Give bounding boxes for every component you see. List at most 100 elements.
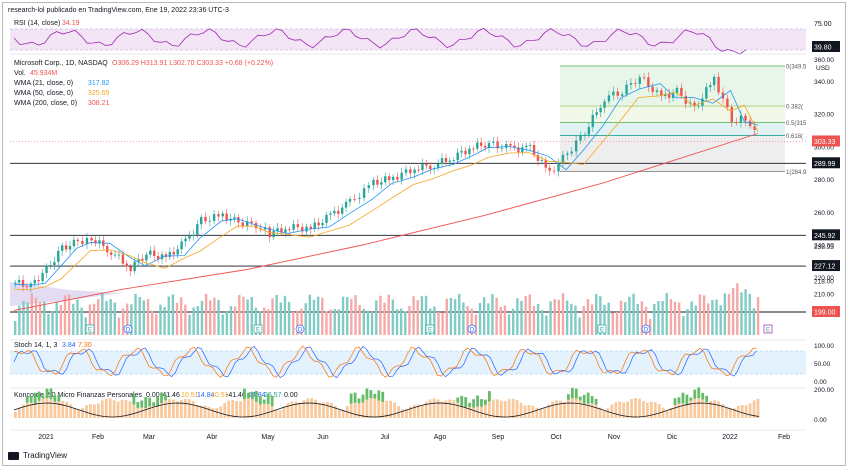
koncorde-bar (752, 400, 756, 418)
candle-body (400, 172, 403, 180)
candle-body (68, 245, 72, 250)
koncorde-bar (642, 401, 645, 418)
candle-body (125, 263, 128, 267)
koncorde-bar (361, 402, 365, 418)
volume-bar (694, 305, 697, 335)
volume-bar (673, 301, 677, 335)
koncorde-green-bar (456, 397, 460, 403)
volume-bar (34, 297, 38, 335)
candle-body (505, 143, 508, 148)
volume-bar (474, 314, 478, 335)
wma200-value: 308.21 (88, 100, 110, 107)
candle-body (237, 217, 240, 223)
volume-bar (47, 313, 50, 335)
koncorde-bar (183, 398, 187, 418)
candle-body (634, 83, 637, 84)
fib-level-label: 1(284.9 (786, 170, 807, 176)
koncorde-bar (385, 400, 389, 418)
tradingview-footer[interactable]: TradingView (8, 451, 67, 460)
event-marker-label: D (298, 328, 303, 334)
koncorde-bar (701, 399, 705, 418)
koncorde-bar (405, 409, 408, 418)
koncorde-bar (191, 401, 195, 418)
candle-body (744, 115, 747, 121)
volume-bar (545, 315, 548, 335)
volume-bar (603, 304, 606, 335)
wma21-label: WMA (21, close, 0) (14, 80, 73, 87)
koncorde-bar (646, 402, 649, 418)
koncorde-bar (365, 399, 369, 418)
volume-bar (146, 299, 150, 335)
koncorde-value: 26.57 (264, 392, 282, 399)
candle-body (667, 93, 671, 98)
currency-label: USD (816, 65, 830, 72)
koncorde-bar (278, 410, 282, 418)
koncorde-bar (634, 398, 637, 418)
candle-body (37, 280, 40, 282)
candle-body (620, 94, 624, 96)
koncorde-bar (195, 404, 199, 418)
candle-body (468, 148, 471, 155)
koncorde-green-bar (148, 397, 152, 407)
event-marker-label: E (766, 328, 770, 334)
volume-bar (466, 306, 469, 335)
koncorde-bar (551, 401, 554, 418)
volume-bar (200, 300, 204, 335)
volume-bar (512, 308, 515, 335)
koncorde-bar (223, 402, 227, 418)
koncorde-bar (294, 401, 298, 418)
volume-bar (51, 310, 54, 335)
stoch-band (10, 351, 806, 374)
koncorde-bar (657, 404, 661, 418)
volume-bar (92, 303, 96, 335)
candle-body (479, 142, 483, 146)
koncorde-bar (503, 401, 507, 418)
volume-bar (611, 312, 614, 335)
koncorde-bar (85, 405, 88, 418)
candle-body (429, 165, 432, 170)
koncorde-bar (393, 402, 396, 418)
candle-body (552, 170, 556, 172)
candle-body (500, 147, 504, 149)
koncorde-green-bar (37, 391, 41, 401)
price-axis-tick: 300.00 (814, 144, 834, 151)
volume-bar (532, 305, 536, 335)
volume-bar (524, 296, 527, 335)
volume-bar (698, 294, 702, 335)
wma200-line (13, 133, 759, 311)
koncorde-bar (100, 400, 104, 418)
volume-bar (292, 311, 295, 335)
volume-bar (653, 304, 656, 335)
stoch-axis-100: 100.00 (814, 343, 834, 350)
price-axis-tick: 280.00 (814, 177, 834, 184)
volume-bar (279, 302, 282, 335)
candle-body (452, 160, 455, 161)
rsi-axis-75: 75.00 (814, 21, 832, 28)
candle-body (701, 98, 704, 106)
volume-bar (702, 295, 706, 335)
candle-body (595, 112, 598, 115)
volume-bar (117, 317, 121, 335)
koncorde-bar (661, 407, 665, 418)
koncorde-bar (235, 401, 238, 418)
volume-bar (756, 297, 760, 335)
koncorde-bar (353, 402, 357, 418)
volume-bar (408, 305, 411, 335)
candle-body (21, 279, 25, 287)
rsi-title: RSI (14, close) (14, 20, 60, 27)
candle-body (607, 95, 611, 102)
volume-bar (520, 300, 523, 335)
candle-body (444, 158, 448, 162)
koncorde-bar (33, 403, 37, 418)
koncorde-bar (428, 399, 432, 418)
volume-bar (175, 302, 179, 335)
candle-body (548, 167, 551, 171)
candle-body (697, 105, 700, 107)
candle-body (396, 176, 399, 180)
koncorde-bar (709, 400, 712, 418)
koncorde-bar (369, 398, 373, 418)
koncorde-bar (104, 398, 108, 418)
dividend-marker (641, 324, 651, 334)
volume-bar (67, 294, 71, 335)
